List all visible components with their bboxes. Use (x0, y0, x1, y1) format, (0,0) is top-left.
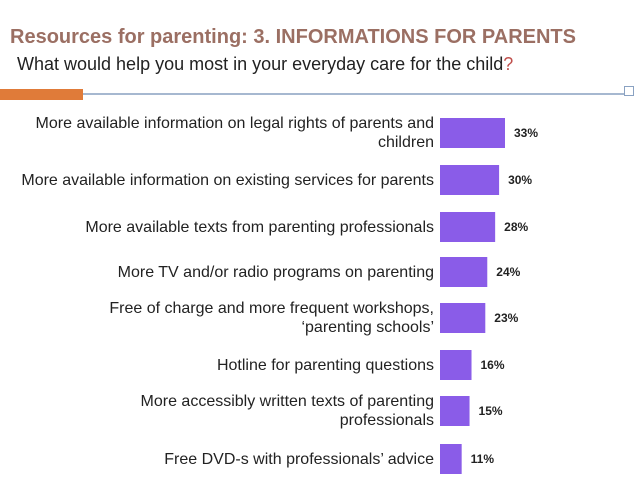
bar (440, 303, 486, 333)
data-label: 11% (471, 452, 495, 466)
title-rule-line (83, 93, 624, 95)
data-label: 15% (479, 404, 503, 418)
page-subtitle: What would help you most in your everyda… (17, 54, 513, 75)
title-rule-accent (0, 89, 83, 100)
data-label: 24% (496, 265, 520, 279)
category-label: Free of charge and more frequent worksho… (109, 300, 434, 336)
data-label: 16% (481, 358, 505, 372)
category-label: Free DVD-s with professionals’ advice (164, 450, 434, 468)
bar (440, 396, 470, 426)
title-rule-box (624, 86, 634, 96)
bar (440, 212, 496, 242)
bar (440, 118, 505, 148)
data-label: 23% (494, 311, 518, 325)
data-label: 30% (508, 173, 532, 187)
page-title: Resources for parenting: 3. INFORMATIONS… (10, 26, 576, 48)
category-label: More available texts from parenting prof… (85, 218, 434, 236)
data-label: 28% (504, 220, 528, 234)
bar (440, 444, 462, 474)
category-label: More TV and/or radio programs on parenti… (117, 263, 434, 281)
subtitle-question-mark: ? (503, 54, 514, 74)
bar (440, 257, 488, 287)
category-label: More available information on existing s… (21, 171, 434, 189)
category-label: Hotline for parenting questions (216, 356, 434, 374)
bar (440, 350, 472, 380)
subtitle-text: What would help you most in your everyda… (17, 54, 504, 74)
bar (440, 165, 500, 195)
data-label: 33% (514, 126, 538, 140)
category-label: More available information on legal righ… (35, 115, 434, 151)
category-label: More accessibly written texts of parenti… (140, 393, 434, 429)
